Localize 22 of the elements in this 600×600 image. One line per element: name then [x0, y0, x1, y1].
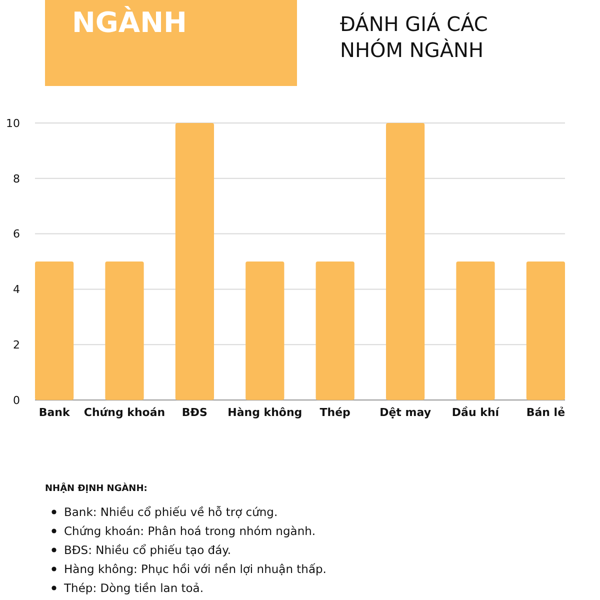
- y-tick-label: 8: [13, 172, 20, 186]
- x-tick-label: Dầu khí: [452, 406, 500, 419]
- text: NHẬN ĐỊNH NGÀNH:: [45, 482, 148, 494]
- x-tick-label: Dệt may: [380, 406, 431, 419]
- text: NGÀNH: [72, 6, 187, 39]
- x-tick-label: Thép: [320, 406, 351, 419]
- text: Chứng khoán: Phân hoá trong nhóm ngành.: [64, 524, 316, 538]
- x-tick-label: Chứng khoán: [84, 406, 166, 419]
- x-tick-label: BĐS: [182, 406, 208, 419]
- x-tick-label: Hàng không: [228, 406, 302, 419]
- y-tick-label: 0: [13, 394, 20, 407]
- y-tick-label: 10: [6, 116, 20, 130]
- y-tick-label: 4: [13, 283, 20, 296]
- text: Hàng không: Phục hồi với nền lợi nhuận thấp.: [64, 562, 326, 576]
- text: Thép: Dòng tiền lan toả.: [63, 581, 204, 595]
- text: BĐS: Nhiều cổ phiếu tạo đáy.: [64, 543, 231, 557]
- y-tick-label: 6: [13, 228, 20, 241]
- y-tick-label: 2: [13, 338, 20, 352]
- chart-title: ĐÁNH GIÁ CÁC NHÓM NGÀNH: [340, 12, 488, 62]
- text: Bank: Nhiều cổ phiếu về hỗ trợ cứng.: [64, 505, 278, 519]
- x-tick-label: Bank: [38, 406, 70, 419]
- x-tick-label: Bán lẻ: [526, 406, 566, 419]
